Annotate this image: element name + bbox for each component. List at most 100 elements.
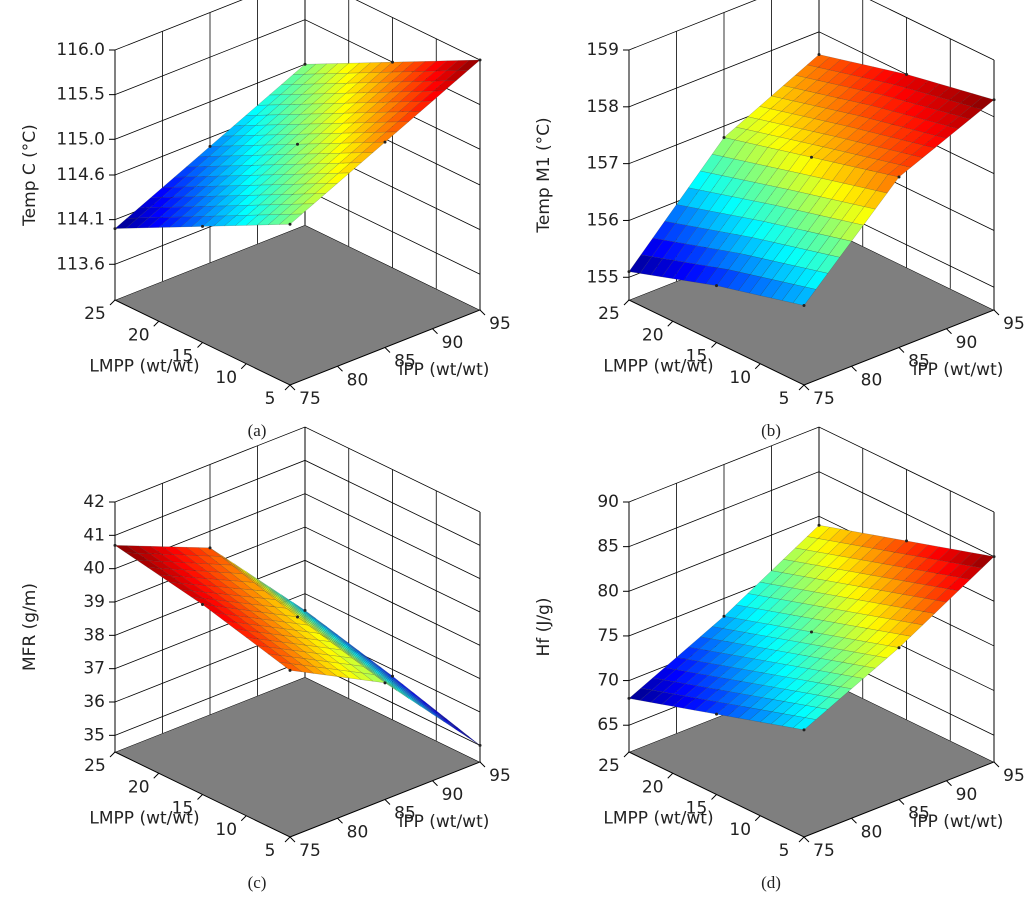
surface-vertex bbox=[383, 681, 387, 685]
y-tick-label: 5 bbox=[779, 841, 790, 861]
z-tick-label: 35 bbox=[83, 725, 105, 745]
x-tick bbox=[898, 347, 905, 353]
z-tick-label: 90 bbox=[597, 492, 619, 512]
x-tick-label: 85 bbox=[908, 352, 930, 372]
y-tick bbox=[798, 384, 805, 391]
surface-vertex bbox=[296, 142, 299, 146]
z-tick-label: 85 bbox=[597, 537, 619, 557]
x-tick-label: 90 bbox=[956, 785, 978, 805]
z-tick-label: 36 bbox=[83, 692, 105, 712]
x-tick bbox=[946, 780, 952, 787]
surface-vertex bbox=[810, 155, 813, 159]
y-tick-label: 5 bbox=[779, 389, 790, 409]
surface-patch bbox=[278, 661, 303, 673]
z-tick-label: 159 bbox=[587, 40, 619, 60]
y-tick bbox=[197, 342, 203, 348]
x-tick-label: 75 bbox=[299, 389, 321, 409]
x-tick bbox=[384, 799, 391, 805]
z-tick-label: 113.6 bbox=[56, 254, 105, 274]
surface-vertex bbox=[905, 72, 908, 76]
panel: 65 70 75 80 85 90 75 80 85 90 95 5 10 15 20 25 Hf (J/g) i… bbox=[534, 426, 1025, 892]
surface-vertex bbox=[802, 728, 806, 732]
y-axis-title: LMPP (wt/wt) bbox=[603, 357, 713, 377]
z-tick-label: 115.5 bbox=[56, 85, 105, 105]
y-tick bbox=[711, 342, 717, 348]
surface-vertex bbox=[715, 712, 718, 716]
x-tick bbox=[851, 365, 857, 372]
y-tick-label: 5 bbox=[265, 389, 276, 409]
panel: 155 156 157 158 159 75 80 85 90 95 5 10 15 20 25 Temp M… bbox=[534, 0, 1025, 440]
x-axis-title: iPP (wt/wt) bbox=[913, 360, 1004, 380]
surface-patch bbox=[792, 717, 817, 731]
x-tick-label: 95 bbox=[1003, 766, 1025, 786]
y-tick bbox=[153, 772, 160, 779]
x-tick-label: 75 bbox=[813, 841, 835, 861]
surface-vertex bbox=[478, 743, 482, 747]
y-tick-label: 10 bbox=[729, 820, 751, 840]
x-tick bbox=[289, 836, 296, 843]
x-tick-label: 90 bbox=[442, 785, 464, 805]
y-tick bbox=[798, 836, 805, 843]
z-tick-label: 156 bbox=[587, 210, 619, 230]
y-tick-label: 20 bbox=[128, 777, 150, 797]
z-axis-title: Temp M1 (°C) bbox=[534, 117, 554, 233]
x-tick-label: 90 bbox=[956, 333, 978, 353]
grid-line bbox=[628, 0, 995, 61]
surface-vertex bbox=[715, 284, 718, 288]
x-tick bbox=[803, 836, 810, 843]
caption: (a) bbox=[248, 421, 267, 440]
y-tick-label: 10 bbox=[215, 820, 237, 840]
surface-vertex bbox=[303, 608, 307, 612]
y-tick bbox=[109, 751, 116, 758]
surface-patch bbox=[278, 213, 303, 225]
x-tick-label: 75 bbox=[813, 389, 835, 409]
surface-vertex bbox=[897, 175, 901, 179]
x-tick-label: 80 bbox=[861, 370, 883, 390]
panel: 113.6 114.1 114.6 115.0 115.5 116.0 75 80 85 90 95… bbox=[20, 0, 511, 440]
y-tick bbox=[109, 299, 116, 306]
y-axis-title: LMPP (wt/wt) bbox=[89, 809, 199, 829]
z-tick-label: 157 bbox=[587, 154, 619, 174]
y-tick bbox=[623, 299, 630, 306]
y-tick bbox=[240, 363, 247, 370]
y-tick-label: 25 bbox=[84, 756, 106, 776]
surface-vertex bbox=[897, 646, 901, 650]
surface-vertex bbox=[802, 303, 806, 307]
x-tick bbox=[851, 817, 857, 824]
y-tick-label: 10 bbox=[729, 368, 751, 388]
surface-patch bbox=[792, 286, 817, 306]
x-axis-title: iPP (wt/wt) bbox=[913, 812, 1004, 832]
y-axis-title: LMPP (wt/wt) bbox=[603, 809, 713, 829]
y-tick-label: 15 bbox=[686, 799, 708, 819]
x-tick-label: 90 bbox=[442, 333, 464, 353]
y-tick bbox=[711, 794, 717, 800]
surface-vertex bbox=[113, 543, 117, 547]
surface-vertex bbox=[722, 136, 726, 139]
x-tick-label: 80 bbox=[347, 370, 369, 390]
z-tick-label: 114.6 bbox=[56, 165, 105, 185]
z-tick-label: 65 bbox=[597, 715, 619, 735]
surface-vertex bbox=[303, 62, 307, 66]
x-axis-title: iPP (wt/wt) bbox=[399, 812, 490, 832]
x-tick bbox=[384, 347, 391, 353]
z-tick-label: 116.0 bbox=[56, 40, 105, 60]
y-tick bbox=[667, 320, 674, 327]
surface-vertex bbox=[391, 674, 394, 678]
surface-vertex bbox=[288, 668, 292, 672]
y-tick bbox=[754, 815, 761, 822]
y-tick-label: 20 bbox=[642, 325, 664, 345]
y-tick bbox=[240, 815, 247, 822]
z-tick-label: 37 bbox=[83, 659, 105, 679]
surface-vertex bbox=[201, 603, 204, 606]
z-tick-label: 114.1 bbox=[56, 210, 105, 230]
y-tick bbox=[284, 836, 291, 843]
z-tick-label: 80 bbox=[597, 581, 619, 601]
surface-vertex bbox=[992, 98, 996, 102]
y-tick-label: 15 bbox=[172, 347, 194, 367]
surface-vertex bbox=[383, 140, 387, 144]
x-tick bbox=[993, 309, 1000, 316]
z-tick-label: 39 bbox=[83, 592, 105, 612]
x-tick bbox=[337, 817, 343, 824]
y-tick-label: 15 bbox=[686, 347, 708, 367]
